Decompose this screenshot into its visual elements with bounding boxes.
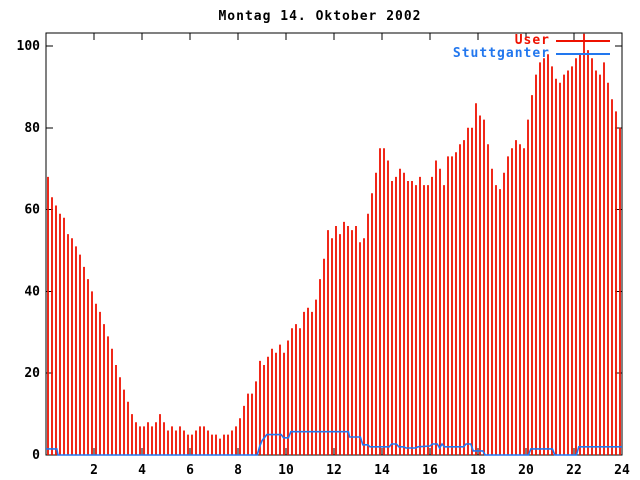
legend: User Stuttganter — [453, 34, 610, 60]
stuttganter-line — [46, 430, 622, 456]
x-tick-label: 8 — [234, 463, 242, 478]
legend-entry-user: User — [453, 34, 610, 47]
legend-line-sample-stuttganter — [556, 52, 610, 55]
x-tick-label: 20 — [518, 463, 534, 478]
chart-title: Montag 14. Oktober 2002 — [218, 9, 422, 24]
user-impulse-bars — [47, 33, 621, 455]
legend-label-stuttganter: Stuttganter — [452, 46, 550, 61]
x-tick-label: 22 — [566, 463, 582, 478]
x-tick-label: 12 — [326, 463, 342, 478]
y-tick-label: 20 — [24, 366, 40, 381]
y-tick-label: 0 — [32, 448, 40, 463]
y-tick-label: 80 — [24, 121, 40, 136]
x-tick-label: 18 — [470, 463, 486, 478]
x-tick-label: 14 — [374, 463, 390, 478]
legend-entry-stuttganter: Stuttganter — [453, 47, 610, 60]
legend-line-sample-user — [556, 39, 610, 42]
x-tick-label: 10 — [278, 463, 294, 478]
x-tick-label: 4 — [138, 463, 146, 478]
legend-label-user: User — [514, 33, 550, 48]
y-tick-label: 60 — [24, 203, 40, 218]
x-tick-label: 2 — [90, 463, 98, 478]
x-tick-label: 24 — [614, 463, 630, 478]
y-tick-label: 40 — [24, 284, 40, 299]
y-tick-label: 100 — [17, 39, 41, 54]
x-tick-label: 16 — [422, 463, 438, 478]
axes — [45, 32, 623, 456]
x-tick-label: 6 — [186, 463, 194, 478]
